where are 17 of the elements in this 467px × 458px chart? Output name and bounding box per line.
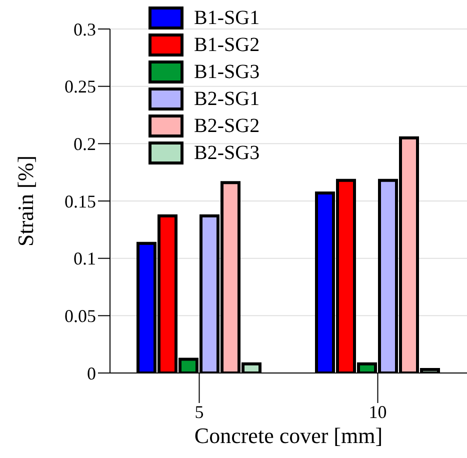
legend-label: B2-SG1 <box>194 86 260 110</box>
y-tick-label: 0.3 <box>74 19 96 40</box>
x-axis-title: Concrete cover [mm] <box>194 423 383 448</box>
y-tick-label: 0.2 <box>74 134 96 154</box>
y-tick-label: 0.1 <box>74 248 96 269</box>
y-axis-title: Strain [%] <box>12 155 38 247</box>
x-tick-label: 5 <box>194 402 204 422</box>
legend-label: B1-SG1 <box>194 6 260 30</box>
y-tick-label: 0.05 <box>64 306 96 326</box>
x-tick-label: 10 <box>368 402 387 422</box>
y-tick-label: 0.25 <box>64 76 96 97</box>
y-tick-label: 0 <box>87 363 96 384</box>
y-tick-label: 0.15 <box>64 191 96 212</box>
legend-label: B1-SG2 <box>194 32 260 56</box>
legend-label: B2-SG2 <box>194 114 260 138</box>
legend-label: B2-SG3 <box>194 140 260 164</box>
legend-label: B1-SG3 <box>194 60 260 84</box>
